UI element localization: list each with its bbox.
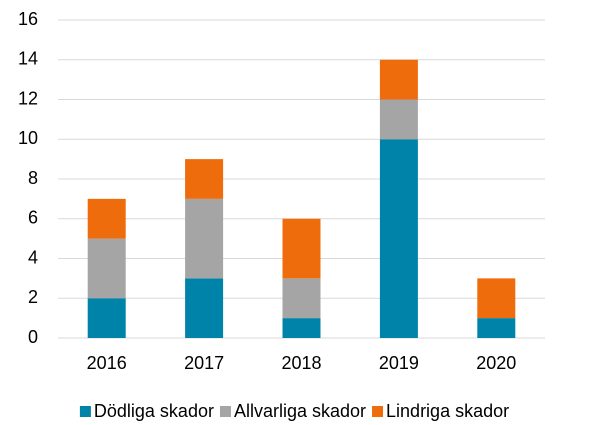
bar-segment: [282, 318, 321, 338]
bar-segment: [282, 218, 321, 279]
y-tick-label: 12: [18, 88, 38, 108]
legend-swatch: [372, 406, 384, 417]
legend-label: Dödliga skador: [94, 401, 214, 421]
x-tick-label: 2018: [281, 353, 321, 373]
legend-item: Dödliga skador: [79, 401, 214, 421]
legend-label: Allvarliga skador: [234, 401, 366, 421]
y-tick-label: 10: [18, 128, 38, 148]
y-tick-label: 4: [28, 247, 38, 267]
y-tick-label: 14: [18, 49, 38, 69]
legend-label: Lindriga skador: [386, 401, 509, 421]
bar-segment: [185, 159, 224, 199]
bar-segment: [477, 318, 516, 338]
legend-swatch: [79, 406, 91, 417]
x-tick-label: 2019: [379, 353, 419, 373]
bar-segment: [282, 278, 321, 319]
y-tick-label: 8: [28, 168, 38, 188]
bar-segment: [379, 59, 418, 100]
y-tick-label: 16: [18, 9, 38, 29]
bar-segment: [87, 238, 126, 299]
bar-segment: [87, 198, 126, 239]
legend-item: Allvarliga skador: [219, 401, 366, 421]
y-tick-label: 2: [28, 287, 38, 307]
bar-segment: [379, 139, 418, 338]
x-tick-label: 2020: [476, 353, 516, 373]
legend-item: Lindriga skador: [372, 401, 509, 421]
legend-swatch: [219, 406, 231, 417]
y-tick-label: 0: [28, 327, 38, 347]
bar-segment: [185, 198, 224, 279]
bar-segment: [477, 278, 516, 319]
bar-segment: [87, 298, 126, 338]
y-tick-label: 6: [28, 208, 38, 228]
x-tick-label: 2017: [184, 353, 224, 373]
bar-segment: [379, 99, 418, 140]
bar-segment: [185, 278, 224, 338]
x-tick-label: 2016: [87, 353, 127, 373]
